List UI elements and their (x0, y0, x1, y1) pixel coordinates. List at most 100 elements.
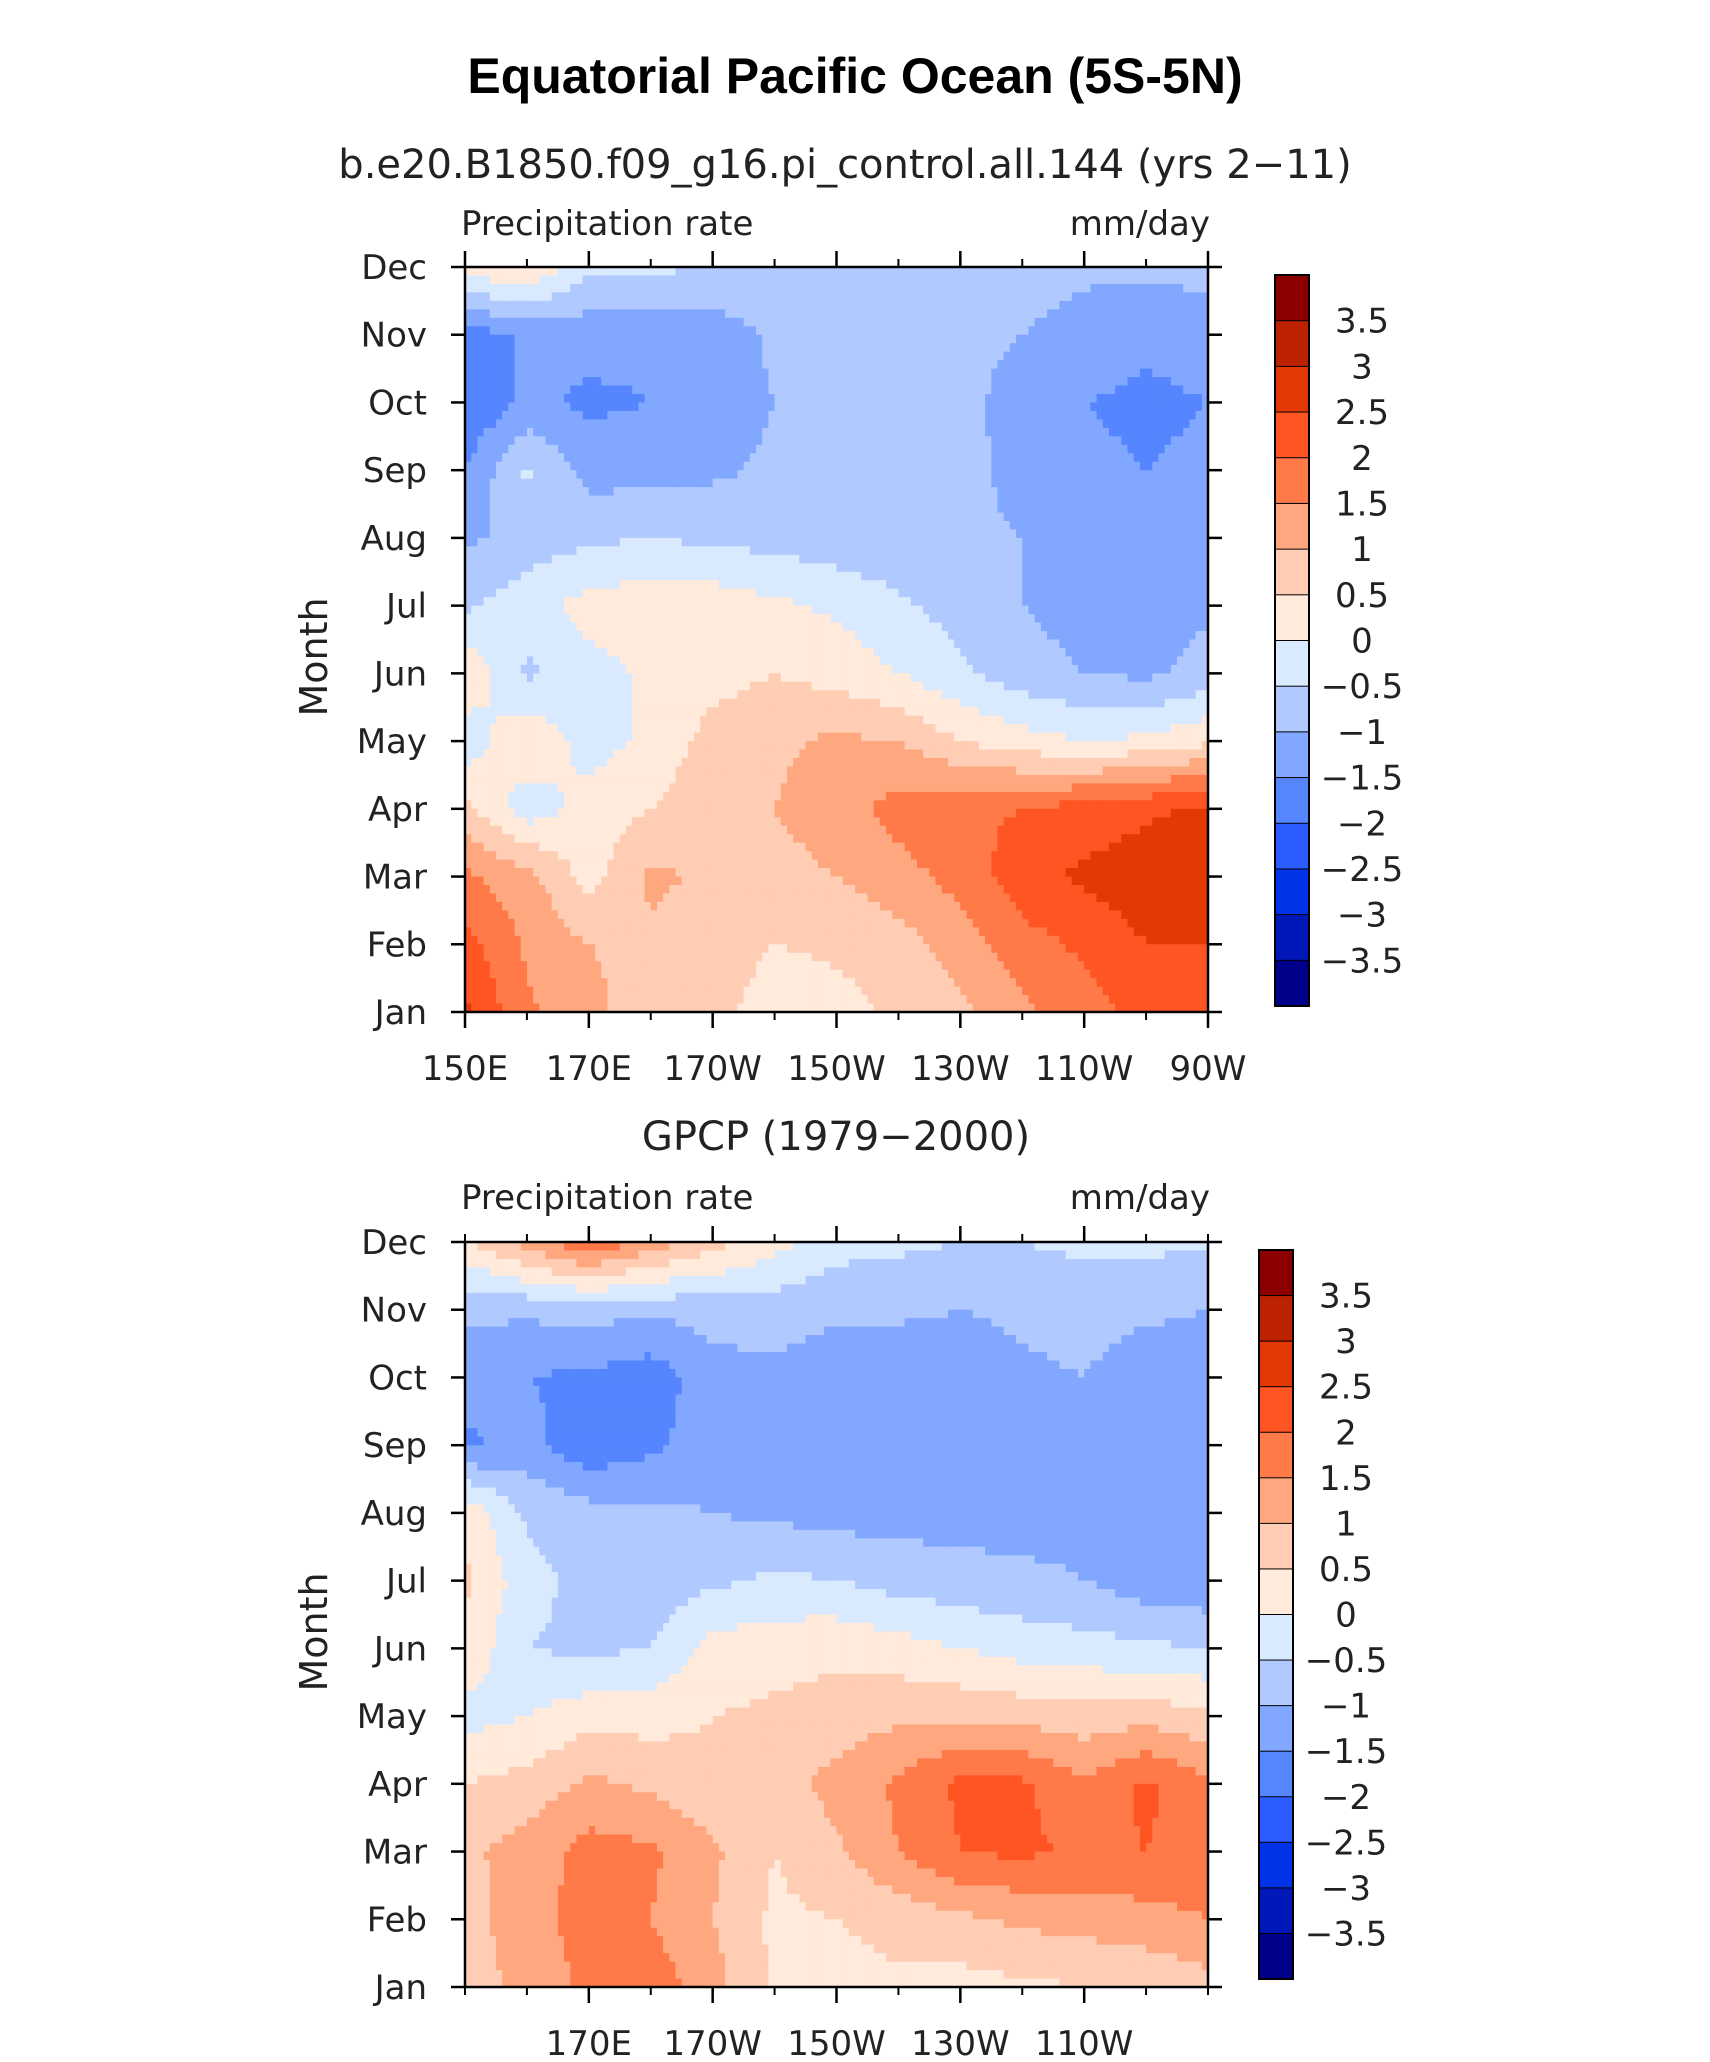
heatmap-cell (873, 453, 881, 463)
heatmap-cell (1028, 402, 1036, 412)
heatmap-cell (892, 351, 900, 361)
heatmap-cell (489, 360, 497, 370)
heatmap-cell (793, 360, 800, 370)
heatmap-cell (904, 275, 912, 285)
heatmap-cell (607, 317, 615, 327)
heatmap-cell (1003, 588, 1011, 598)
heatmap-cell (526, 470, 534, 480)
heatmap-cell (941, 410, 949, 420)
heatmap-cell (879, 520, 887, 531)
heatmap-cell (1189, 300, 1197, 310)
heatmap-cell (774, 410, 782, 420)
heatmap-cell (805, 309, 813, 319)
heatmap-cell (607, 402, 615, 412)
heatmap-cell (502, 554, 509, 564)
heatmap-cell (1009, 326, 1017, 336)
heatmap-cell (749, 267, 757, 277)
heatmap-cell (1201, 402, 1209, 412)
heatmap-cell (526, 275, 534, 285)
heatmap-cell (799, 419, 807, 429)
heatmap-cell (526, 487, 534, 497)
heatmap-cell (483, 495, 491, 505)
heatmap-cell (762, 487, 769, 497)
heatmap-cell (557, 300, 565, 310)
heatmap-cell (1090, 487, 1098, 497)
heatmap-cell (756, 309, 763, 319)
heatmap-cell (774, 546, 782, 556)
heatmap-cell (978, 487, 986, 497)
heatmap-cell (824, 283, 831, 293)
heatmap-cell (557, 292, 565, 302)
heatmap-cell (780, 419, 788, 429)
heatmap-cell (1096, 385, 1104, 395)
heatmap-cell (508, 495, 516, 505)
heatmap-cell (941, 461, 949, 471)
heatmap-cell (830, 512, 838, 522)
heatmap-cell (985, 554, 992, 564)
heatmap-cell (1059, 571, 1067, 581)
heatmap-cell (929, 275, 937, 285)
heatmap-cell (762, 453, 769, 463)
heatmap-cell (545, 478, 553, 488)
heatmap-cell (935, 317, 943, 327)
heatmap-cell (762, 605, 769, 615)
heatmap-cell (799, 563, 807, 573)
heatmap-cell (756, 410, 763, 420)
heatmap-cell (1183, 410, 1191, 420)
heatmap-cell (718, 614, 726, 624)
heatmap-cell (465, 385, 472, 395)
heatmap-cell (725, 300, 732, 310)
heatmap-cell (768, 487, 776, 497)
heatmap-cell (1189, 419, 1197, 429)
heatmap-cell (1158, 495, 1166, 505)
heatmap-cell (1164, 385, 1172, 395)
heatmap-cell (1177, 487, 1184, 497)
heatmap-cell (892, 267, 900, 277)
heatmap-cell (1189, 368, 1197, 378)
heatmap-cell (1164, 529, 1172, 539)
heatmap-cell (656, 300, 664, 310)
heatmap-cell (483, 529, 491, 539)
heatmap-cell (842, 478, 850, 488)
heatmap-cell (1146, 588, 1153, 598)
heatmap-cell (997, 588, 1005, 598)
heatmap-cell (712, 377, 720, 387)
heatmap-cell (756, 436, 763, 446)
heatmap-cell (1127, 436, 1135, 446)
heatmap-cell (644, 385, 652, 395)
heatmap-cell (768, 410, 776, 420)
heatmap-cell (526, 393, 534, 404)
heatmap-cell (886, 436, 893, 446)
heatmap-cell (824, 512, 831, 522)
heatmap-cell (991, 393, 999, 404)
heatmap-cell (756, 300, 763, 310)
heatmap-cell (564, 377, 571, 387)
heatmap-cell (1195, 554, 1203, 564)
heatmap-cell (991, 588, 999, 598)
heatmap-cell (619, 317, 627, 327)
heatmap-cell (564, 580, 571, 590)
heatmap-cell (1059, 537, 1067, 547)
heatmap-cell (1090, 546, 1098, 556)
heatmap-cell (910, 563, 918, 573)
heatmap-cell (687, 351, 695, 361)
heatmap-cell (1102, 334, 1110, 344)
heatmap-cell (1177, 436, 1184, 446)
heatmap-cell (471, 393, 478, 404)
heatmap-cell (663, 461, 670, 471)
heatmap-cell (1047, 487, 1054, 497)
heatmap-cell (873, 360, 881, 370)
heatmap-cell (861, 360, 869, 370)
heatmap-cell (867, 588, 875, 598)
heatmap-cell (495, 546, 503, 556)
heatmap-cell (861, 283, 869, 293)
heatmap-cell (1133, 377, 1141, 387)
heatmap-cell (861, 546, 869, 556)
heatmap-cell (1096, 453, 1104, 463)
heatmap-cell (817, 300, 825, 310)
heatmap-cell (1065, 351, 1073, 361)
heatmap-cell (533, 436, 540, 446)
heatmap-cell (663, 580, 670, 590)
heatmap-cell (675, 360, 683, 370)
heatmap-cell (471, 504, 478, 514)
